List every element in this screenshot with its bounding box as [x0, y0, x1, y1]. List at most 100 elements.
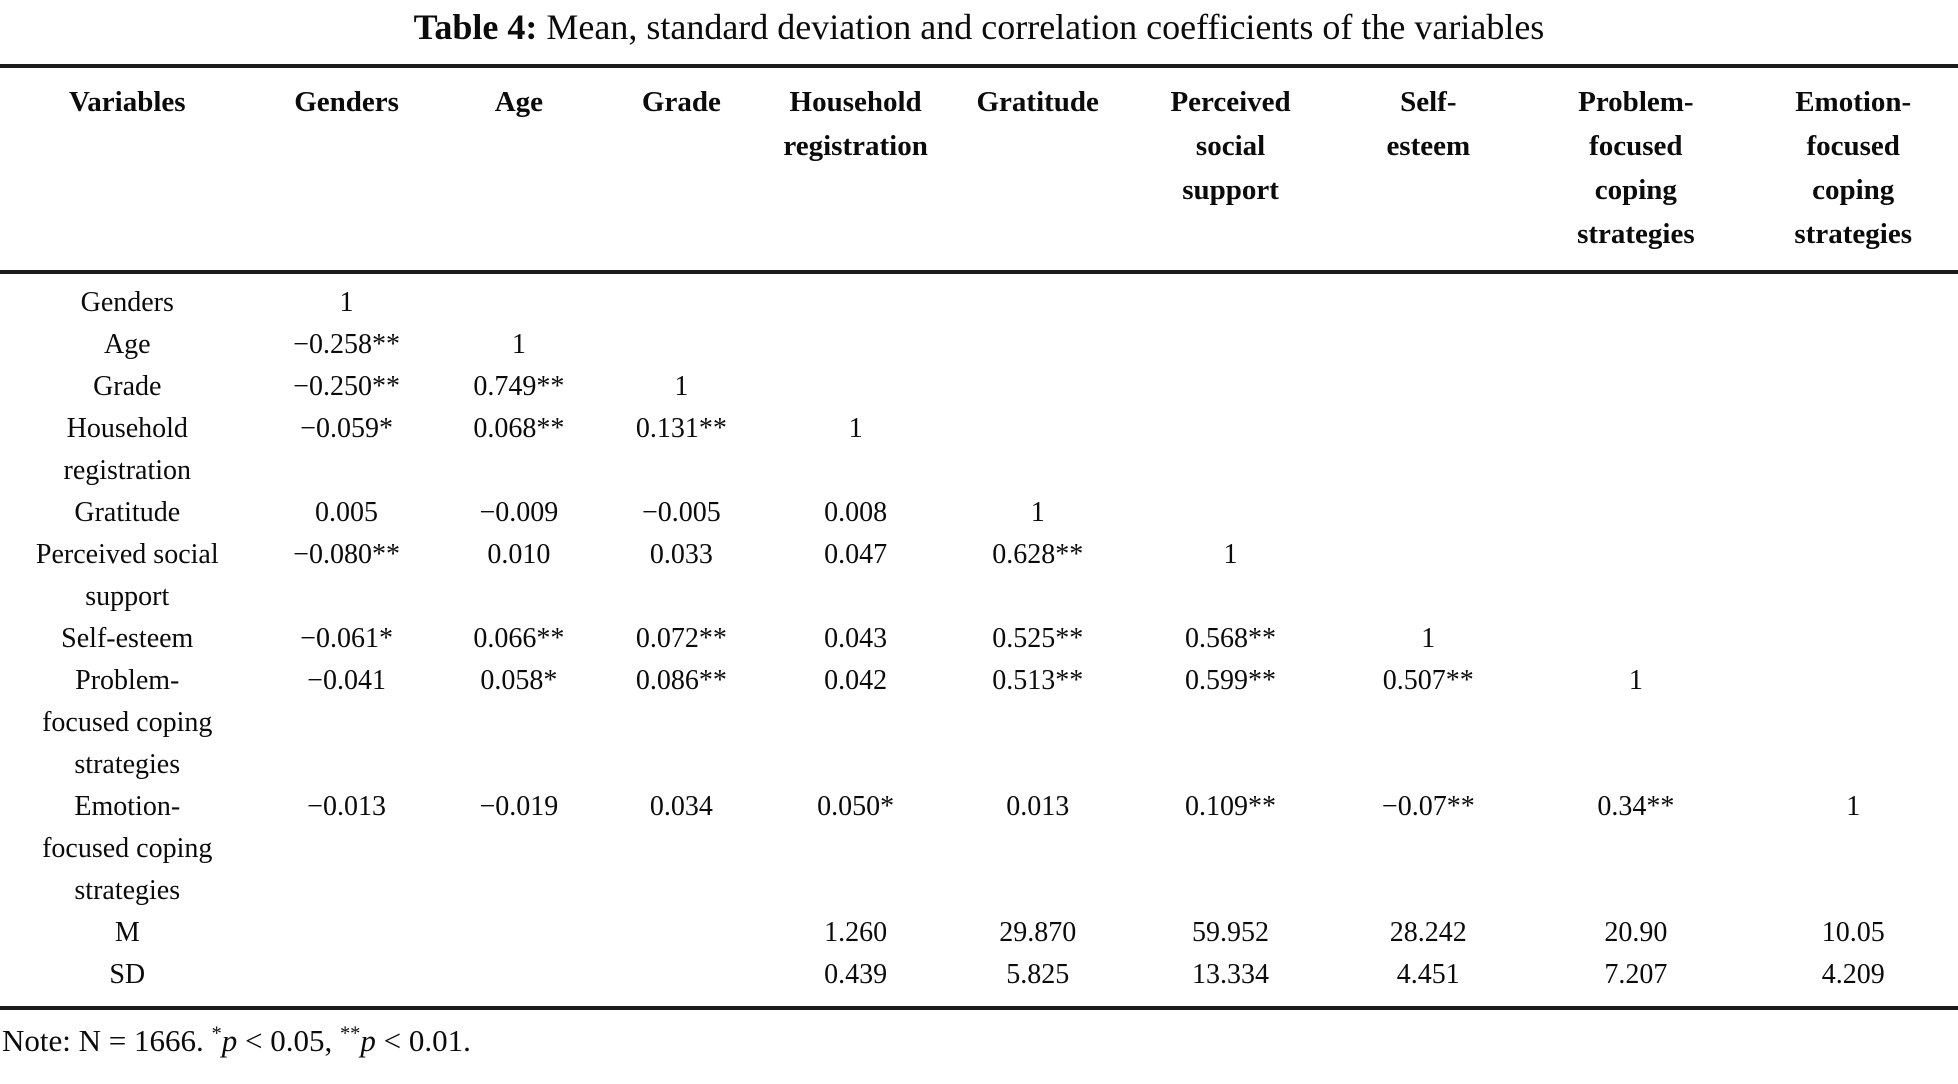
value-cell: 4.451 — [1396, 959, 1460, 990]
value-cell — [764, 272, 948, 324]
value-cell: −0.005 — [641, 497, 721, 528]
value-cell: 1 — [1030, 497, 1045, 528]
value-cell — [1748, 272, 1958, 324]
value-cell — [439, 954, 600, 1008]
value-cell — [1523, 324, 1748, 366]
correlation-table: Variables Genders Age Grade Household regist… — [0, 64, 1958, 1010]
value-cell: −0.009 — [479, 497, 559, 528]
table-row: Perceived social support −0.080** 0.010 0.0… — [0, 534, 1958, 618]
table-row: Emotion- focused coping strategies −0.013… — [0, 786, 1958, 912]
value-cell — [1333, 534, 1523, 618]
value-cell: −0.061* — [300, 623, 393, 654]
value-cell — [1333, 492, 1523, 534]
value-cell — [764, 366, 948, 408]
value-cell: −0.059* — [300, 413, 393, 444]
row-label: M — [114, 917, 140, 948]
value-cell — [1523, 492, 1748, 534]
value-cell: 0.109** — [1185, 791, 1277, 822]
value-cell: 0.008 — [824, 497, 888, 528]
value-cell — [599, 912, 763, 954]
value-cell — [1523, 618, 1748, 660]
value-cell: 0.072** — [635, 623, 727, 654]
value-cell — [1748, 366, 1958, 408]
value-cell — [1523, 534, 1748, 618]
value-cell — [1523, 366, 1748, 408]
row-label: Perceived social support — [35, 539, 219, 612]
value-cell: 0.513** — [992, 665, 1084, 696]
value-cell: −0.07** — [1381, 791, 1475, 822]
value-cell: −0.013 — [307, 791, 386, 822]
value-cell — [439, 912, 600, 954]
value-cell — [1523, 408, 1748, 492]
table-row: Gratitude 0.005 −0.009 −0.005 0.008 1 — [0, 492, 1958, 534]
value-cell — [255, 912, 439, 954]
value-cell — [948, 408, 1128, 492]
value-cell: 0.568** — [1185, 623, 1277, 654]
value-cell — [439, 272, 600, 324]
value-cell — [1333, 324, 1523, 366]
row-label: Self-esteem — [61, 623, 194, 654]
value-cell — [1128, 324, 1334, 366]
column-header: Age — [438, 66, 600, 274]
row-label: Gratitude — [74, 497, 181, 528]
value-cell — [1128, 492, 1334, 534]
value-cell — [599, 272, 763, 324]
note-threshold-2: < 0.01. — [375, 1023, 471, 1058]
value-cell: −0.250** — [293, 371, 400, 402]
value-cell: 13.334 — [1192, 959, 1270, 990]
table-row: Problem- focused coping strategies −0.041… — [0, 660, 1958, 786]
value-cell — [599, 954, 763, 1008]
value-cell: 0.131** — [635, 413, 727, 444]
value-cell: 1 — [1846, 791, 1861, 822]
column-header: Grade — [599, 66, 764, 274]
table-note: Note: N = 1666. *p < 0.05, **p < 0.01. — [0, 1020, 1958, 1062]
table-row: Self-esteem −0.061* 0.066** 0.072** 0.043 0.5… — [0, 618, 1958, 660]
note-threshold-1: < 0.05, — [237, 1023, 340, 1058]
value-cell — [764, 324, 948, 366]
value-cell: 0.068** — [473, 413, 565, 444]
value-cell: 1 — [339, 287, 354, 318]
value-cell: 1 — [674, 371, 689, 402]
value-cell — [1748, 660, 1958, 786]
value-cell: 0.058* — [480, 665, 558, 696]
value-cell — [599, 324, 763, 366]
value-cell: 29.870 — [999, 917, 1077, 948]
table-row: M 1.260 29.870 59.952 28.242 20.90 10.05 — [0, 912, 1958, 954]
value-cell: 0.034 — [649, 791, 713, 822]
row-label: Problem- focused coping strategies — [42, 665, 213, 780]
significance-star-double: ** — [339, 1022, 361, 1045]
value-cell: 0.005 — [315, 497, 379, 528]
value-cell: 0.086** — [635, 665, 727, 696]
value-cell — [1748, 492, 1958, 534]
value-cell — [1748, 408, 1958, 492]
row-label: Age — [103, 329, 151, 360]
value-cell — [1523, 272, 1748, 324]
value-cell: 0.033 — [649, 539, 713, 570]
value-cell: 59.952 — [1192, 917, 1270, 948]
value-cell — [1128, 366, 1334, 408]
p-value-symbol: p — [221, 1023, 238, 1058]
value-cell — [1333, 272, 1523, 324]
column-header: Household registration — [763, 66, 948, 274]
column-header: Genders — [254, 66, 439, 274]
column-header: Self- esteem — [1333, 66, 1524, 274]
value-cell: 0.050* — [817, 791, 895, 822]
p-value-symbol: p — [360, 1023, 376, 1058]
value-cell: 10.05 — [1821, 917, 1885, 948]
value-cell: 1 — [848, 413, 863, 444]
value-cell: 0.628** — [992, 539, 1084, 570]
value-cell — [948, 366, 1128, 408]
value-cell: 1.260 — [824, 917, 888, 948]
value-cell: −0.019 — [479, 791, 559, 822]
table-title-text: Mean, standard deviation and correlation… — [546, 7, 1545, 47]
table-row: Household registration −0.059* 0.068** 0.13… — [0, 408, 1958, 492]
value-cell — [1748, 324, 1958, 366]
header-row: Variables Genders Age Grade Household regist… — [0, 66, 1958, 274]
value-cell — [1333, 366, 1523, 408]
value-cell: 5.825 — [1006, 959, 1070, 990]
value-cell: 20.90 — [1604, 917, 1668, 948]
value-cell — [948, 272, 1128, 324]
significance-star-single: * — [211, 1022, 222, 1045]
note-prefix: Note: N = 1666. — [2, 1023, 212, 1058]
